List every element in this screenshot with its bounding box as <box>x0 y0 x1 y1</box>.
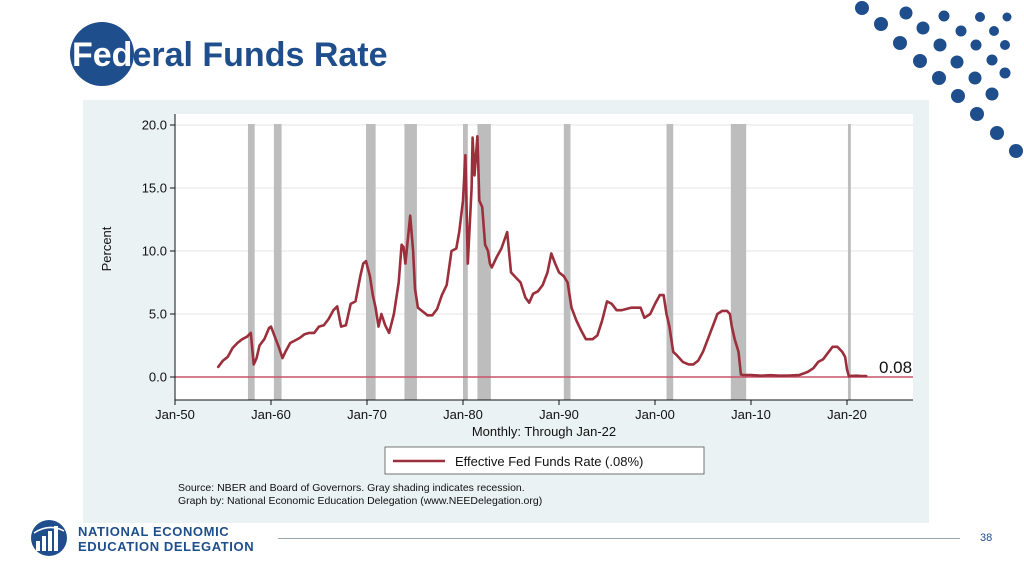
logo-line-1: NATIONAL ECONOMIC <box>78 524 230 539</box>
y-tick-label: 10.0 <box>142 244 167 259</box>
y-tick-label: 20.0 <box>142 118 167 133</box>
x-tick-label: Jan-10 <box>731 407 771 422</box>
slide-title-part-rest: eral Funds Rate <box>132 36 388 74</box>
slide-title-part-on-circle: Fed <box>72 36 133 74</box>
y-tick-label: 0.0 <box>149 370 167 385</box>
recession-band <box>563 124 571 400</box>
page-number: 38 <box>980 532 993 544</box>
logo-line-2: EDUCATION DELEGATION <box>78 539 255 554</box>
recession-band <box>247 124 255 400</box>
x-tick-label: Jan-60 <box>251 407 291 422</box>
recession-band <box>404 124 417 400</box>
recession-band <box>366 124 376 400</box>
x-tick-label: Jan-90 <box>539 407 579 422</box>
x-tick-label: Jan-50 <box>155 407 195 422</box>
slide-title: Federal Funds Rate <box>72 35 388 75</box>
recession-band <box>477 124 491 400</box>
end-value-label: 0.08 <box>879 358 912 377</box>
recession-band <box>666 124 674 400</box>
chart-source-note: Source: NBER and Board of Governors. Gra… <box>178 482 525 494</box>
recession-band <box>847 124 851 400</box>
fed-funds-chart: Jan-50 Jan-60 Jan-70 Jan-80 Jan-90 Jan-00 Jan-… <box>99 114 913 507</box>
x-axis-label: Monthly: Through Jan-22 <box>472 424 616 439</box>
x-tick-label: Jan-00 <box>635 407 675 422</box>
legend-label: Effective Fed Funds Rate (.08%) <box>455 454 643 469</box>
series-line <box>216 135 868 378</box>
y-axis-label: Percent <box>99 226 114 271</box>
title-circle-accent <box>70 22 134 86</box>
recession-band <box>730 124 747 400</box>
x-tick-label: Jan-80 <box>443 407 483 422</box>
x-tick-label: Jan-70 <box>347 407 387 422</box>
decorative-dot-pattern <box>855 1 1023 158</box>
y-tick-label: 15.0 <box>142 181 167 196</box>
chart-credit-note: Graph by: National Economic Education De… <box>178 495 542 507</box>
chart-panel: Jan-50 Jan-60 Jan-70 Jan-80 Jan-90 Jan-00 Jan-… <box>83 100 929 523</box>
recession-band <box>273 124 282 400</box>
globe-logo-icon <box>31 520 67 556</box>
x-tick-label: Jan-20 <box>827 407 867 422</box>
logo-wordmark: NATIONAL ECONOMIC EDUCATION DELEGATION <box>78 524 254 554</box>
y-tick-label: 5.0 <box>149 307 167 322</box>
footer-divider <box>278 538 960 539</box>
plot-area <box>175 114 913 400</box>
need-logo: NATIONAL ECONOMIC EDUCATION DELEGATION <box>30 519 270 559</box>
recession-band <box>463 124 468 400</box>
